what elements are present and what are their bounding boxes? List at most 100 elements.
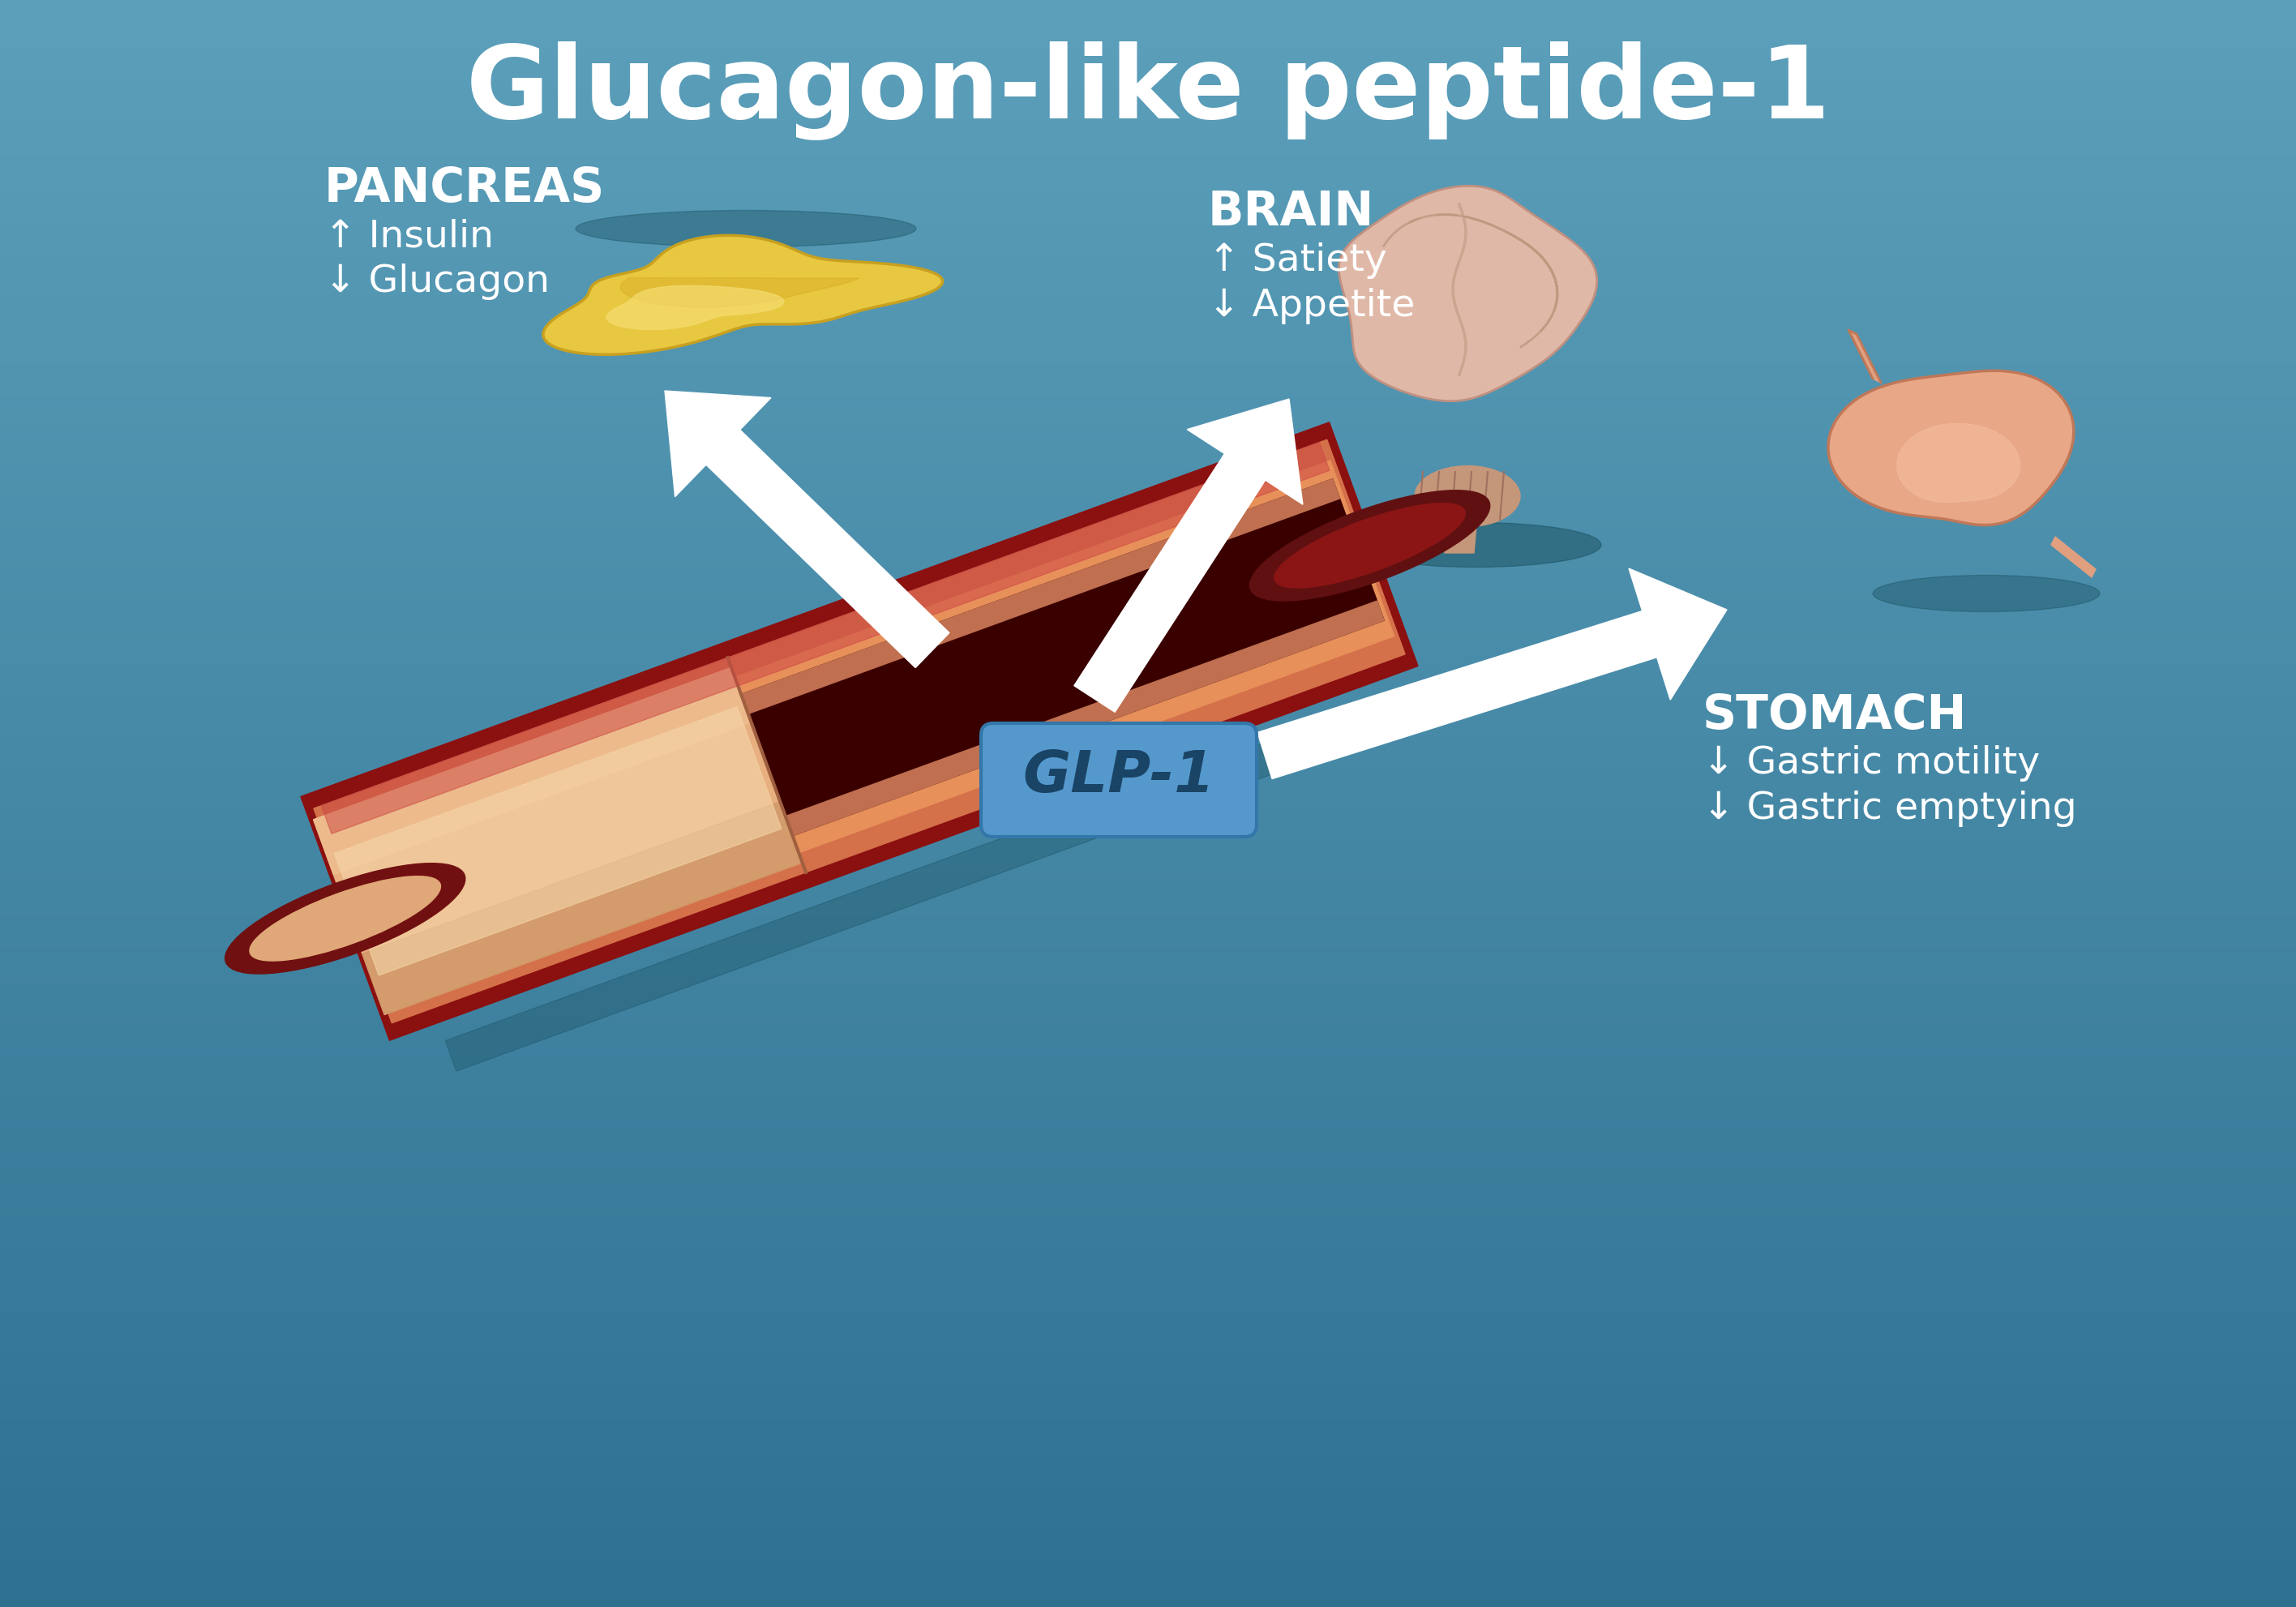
Bar: [0, 402, 2296, 407]
Bar: [0, 943, 2296, 948]
Bar: [0, 112, 2296, 117]
Bar: [0, 1265, 2296, 1270]
Bar: [0, 921, 2296, 927]
Bar: [0, 1146, 2296, 1152]
Bar: [0, 172, 2296, 177]
Bar: [0, 509, 2296, 514]
Bar: [0, 76, 2296, 80]
Bar: [0, 252, 2296, 257]
Bar: [0, 1334, 2296, 1339]
Bar: [0, 1114, 2296, 1120]
Bar: [0, 707, 2296, 712]
Bar: [0, 1462, 2296, 1467]
Bar: [0, 1467, 2296, 1474]
Bar: [0, 1419, 2296, 1425]
Bar: [0, 1515, 2296, 1522]
Bar: [0, 1270, 2296, 1274]
Bar: [0, 1570, 2296, 1575]
Bar: [0, 831, 2296, 836]
Bar: [0, 953, 2296, 959]
Polygon shape: [1848, 329, 1880, 382]
Bar: [0, 1511, 2296, 1515]
Bar: [0, 161, 2296, 166]
Bar: [0, 873, 2296, 879]
Bar: [0, 787, 2296, 792]
Bar: [0, 659, 2296, 664]
Bar: [0, 1194, 2296, 1200]
Bar: [0, 975, 2296, 980]
Polygon shape: [544, 461, 1394, 922]
Polygon shape: [1896, 424, 2020, 503]
FancyBboxPatch shape: [980, 723, 1256, 837]
Bar: [0, 1554, 2296, 1559]
Bar: [0, 1531, 2296, 1538]
Bar: [0, 905, 2296, 911]
Polygon shape: [1187, 399, 1302, 505]
Ellipse shape: [1350, 522, 1600, 567]
Polygon shape: [1075, 453, 1265, 712]
Bar: [0, 182, 2296, 188]
Polygon shape: [1258, 611, 1658, 779]
Bar: [0, 310, 2296, 317]
Bar: [0, 1253, 2296, 1258]
Bar: [0, 1152, 2296, 1157]
Bar: [0, 824, 2296, 831]
Bar: [0, 333, 2296, 337]
Bar: [0, 278, 2296, 284]
Bar: [0, 370, 2296, 374]
Bar: [0, 1093, 2296, 1098]
Bar: [0, 1483, 2296, 1490]
Bar: [0, 1580, 2296, 1586]
Bar: [0, 1318, 2296, 1323]
Bar: [0, 583, 2296, 590]
Bar: [0, 868, 2296, 873]
Bar: [0, 670, 2296, 675]
Ellipse shape: [1874, 575, 2101, 612]
Bar: [0, 1226, 2296, 1233]
Bar: [0, 744, 2296, 750]
Bar: [0, 69, 2296, 76]
Bar: [0, 1451, 2296, 1458]
Bar: [0, 101, 2296, 108]
Bar: [0, 429, 2296, 434]
Bar: [0, 461, 2296, 466]
Bar: [0, 815, 2296, 820]
Bar: [0, 423, 2296, 429]
Bar: [0, 133, 2296, 140]
Bar: [0, 386, 2296, 391]
Bar: [0, 37, 2296, 43]
Ellipse shape: [250, 876, 441, 961]
Text: GLP-1: GLP-1: [1022, 747, 1215, 804]
Bar: [0, 1130, 2296, 1136]
Bar: [0, 92, 2296, 96]
Text: ↑ Satiety: ↑ Satiety: [1208, 243, 1387, 280]
Bar: [0, 728, 2296, 734]
Bar: [0, 599, 2296, 606]
Bar: [0, 546, 2296, 551]
Bar: [0, 1306, 2296, 1313]
Bar: [0, 214, 2296, 220]
Polygon shape: [315, 440, 1405, 1024]
Bar: [0, 1506, 2296, 1511]
Bar: [0, 739, 2296, 744]
Bar: [0, 493, 2296, 498]
Bar: [0, 1409, 2296, 1414]
Bar: [0, 487, 2296, 493]
Bar: [0, 477, 2296, 482]
Bar: [0, 48, 2296, 53]
Bar: [0, 193, 2296, 198]
Bar: [0, 241, 2296, 246]
Bar: [0, 895, 2296, 900]
Polygon shape: [654, 479, 1384, 868]
Bar: [0, 1162, 2296, 1168]
Bar: [0, 664, 2296, 670]
Bar: [0, 937, 2296, 943]
Bar: [0, 391, 2296, 397]
Bar: [0, 1104, 2296, 1109]
Bar: [0, 1441, 2296, 1446]
Bar: [0, 1258, 2296, 1265]
Bar: [0, 1061, 2296, 1065]
Bar: [0, 750, 2296, 755]
Bar: [0, 145, 2296, 149]
Bar: [0, 1008, 2296, 1012]
